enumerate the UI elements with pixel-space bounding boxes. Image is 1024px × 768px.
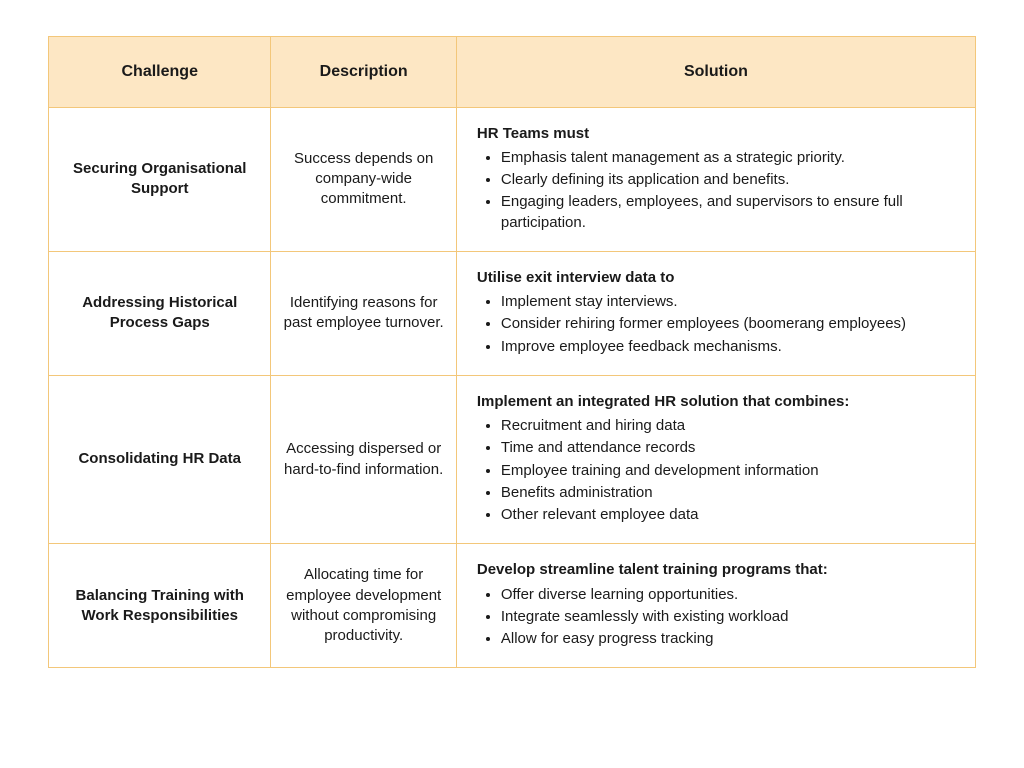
challenge-cell: Addressing Historical Process Gaps: [49, 251, 271, 375]
solution-list-item: Allow for easy progress tracking: [501, 629, 955, 649]
solution-list-item: Offer diverse learning opportunities.: [501, 585, 955, 605]
solution-lead: Implement an integrated HR solution that…: [477, 392, 955, 412]
solution-list-item: Emphasis talent management as a strategi…: [501, 148, 955, 168]
challenge-cell: Securing Organisational Support: [49, 107, 271, 251]
solution-cell: Implement an integrated HR solution that…: [456, 375, 975, 544]
col-header-description: Description: [271, 37, 456, 108]
description-cell: Accessing dispersed or hard-to-find info…: [271, 375, 456, 544]
solution-list: Emphasis talent management as a strategi…: [477, 148, 955, 233]
challenge-cell: Balancing Training with Work Responsibil…: [49, 544, 271, 668]
solution-list-item: Engaging leaders, employees, and supervi…: [501, 192, 955, 233]
description-cell: Allocating time for employee development…: [271, 544, 456, 668]
hr-challenges-table: Challenge Description Solution Securing …: [48, 36, 976, 668]
table-header-row: Challenge Description Solution: [49, 37, 976, 108]
table-row: Balancing Training with Work Responsibil…: [49, 544, 976, 668]
solution-list-item: Time and attendance records: [501, 438, 955, 458]
solution-list: Recruitment and hiring dataTime and atte…: [477, 416, 955, 525]
solution-lead: HR Teams must: [477, 124, 955, 144]
solution-list-item: Consider rehiring former employees (boom…: [501, 314, 955, 334]
solution-list: Implement stay interviews.Consider rehir…: [477, 292, 955, 357]
solution-cell: Utilise exit interview data to Implement …: [456, 251, 975, 375]
solution-lead: Develop streamline talent training progr…: [477, 560, 955, 580]
table-row: Addressing Historical Process GapsIdenti…: [49, 251, 976, 375]
solution-list-item: Clearly defining its application and ben…: [501, 170, 955, 190]
solution-cell: Develop streamline talent training progr…: [456, 544, 975, 668]
table-row: Securing Organisational SupportSuccess d…: [49, 107, 976, 251]
solution-list-item: Implement stay interviews.: [501, 292, 955, 312]
description-cell: Success depends on company-wide commitme…: [271, 107, 456, 251]
solution-lead: Utilise exit interview data to: [477, 268, 955, 288]
table-body: Securing Organisational SupportSuccess d…: [49, 107, 976, 668]
solution-list-item: Other relevant employee data: [501, 505, 955, 525]
solution-cell: HR Teams must Emphasis talent management …: [456, 107, 975, 251]
col-header-solution: Solution: [456, 37, 975, 108]
solution-list-item: Recruitment and hiring data: [501, 416, 955, 436]
table-container: Challenge Description Solution Securing …: [0, 0, 1024, 704]
solution-list-item: Benefits administration: [501, 483, 955, 503]
challenge-cell: Consolidating HR Data: [49, 375, 271, 544]
solution-list: Offer diverse learning opportunities.Int…: [477, 585, 955, 650]
table-row: Consolidating HR DataAccessing dispersed…: [49, 375, 976, 544]
description-cell: Identifying reasons for past employee tu…: [271, 251, 456, 375]
solution-list-item: Employee training and development inform…: [501, 461, 955, 481]
solution-list-item: Integrate seamlessly with existing workl…: [501, 607, 955, 627]
solution-list-item: Improve employee feedback mechanisms.: [501, 337, 955, 357]
col-header-challenge: Challenge: [49, 37, 271, 108]
